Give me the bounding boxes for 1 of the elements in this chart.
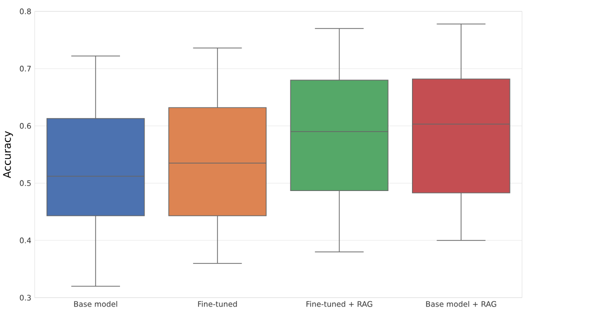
y-axis-title: Accuracy bbox=[3, 130, 13, 178]
